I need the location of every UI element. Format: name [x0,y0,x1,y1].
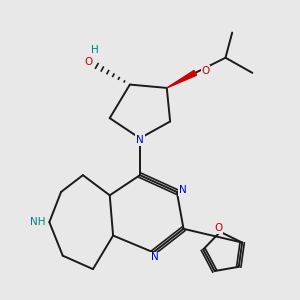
Text: N: N [151,252,159,262]
Polygon shape [167,70,196,88]
Text: H: H [92,45,99,55]
Text: O: O [214,223,223,233]
Text: N: N [136,135,144,145]
Text: N: N [179,185,187,195]
Text: O: O [201,66,210,76]
Text: NH: NH [30,217,45,227]
Text: O: O [85,57,93,67]
